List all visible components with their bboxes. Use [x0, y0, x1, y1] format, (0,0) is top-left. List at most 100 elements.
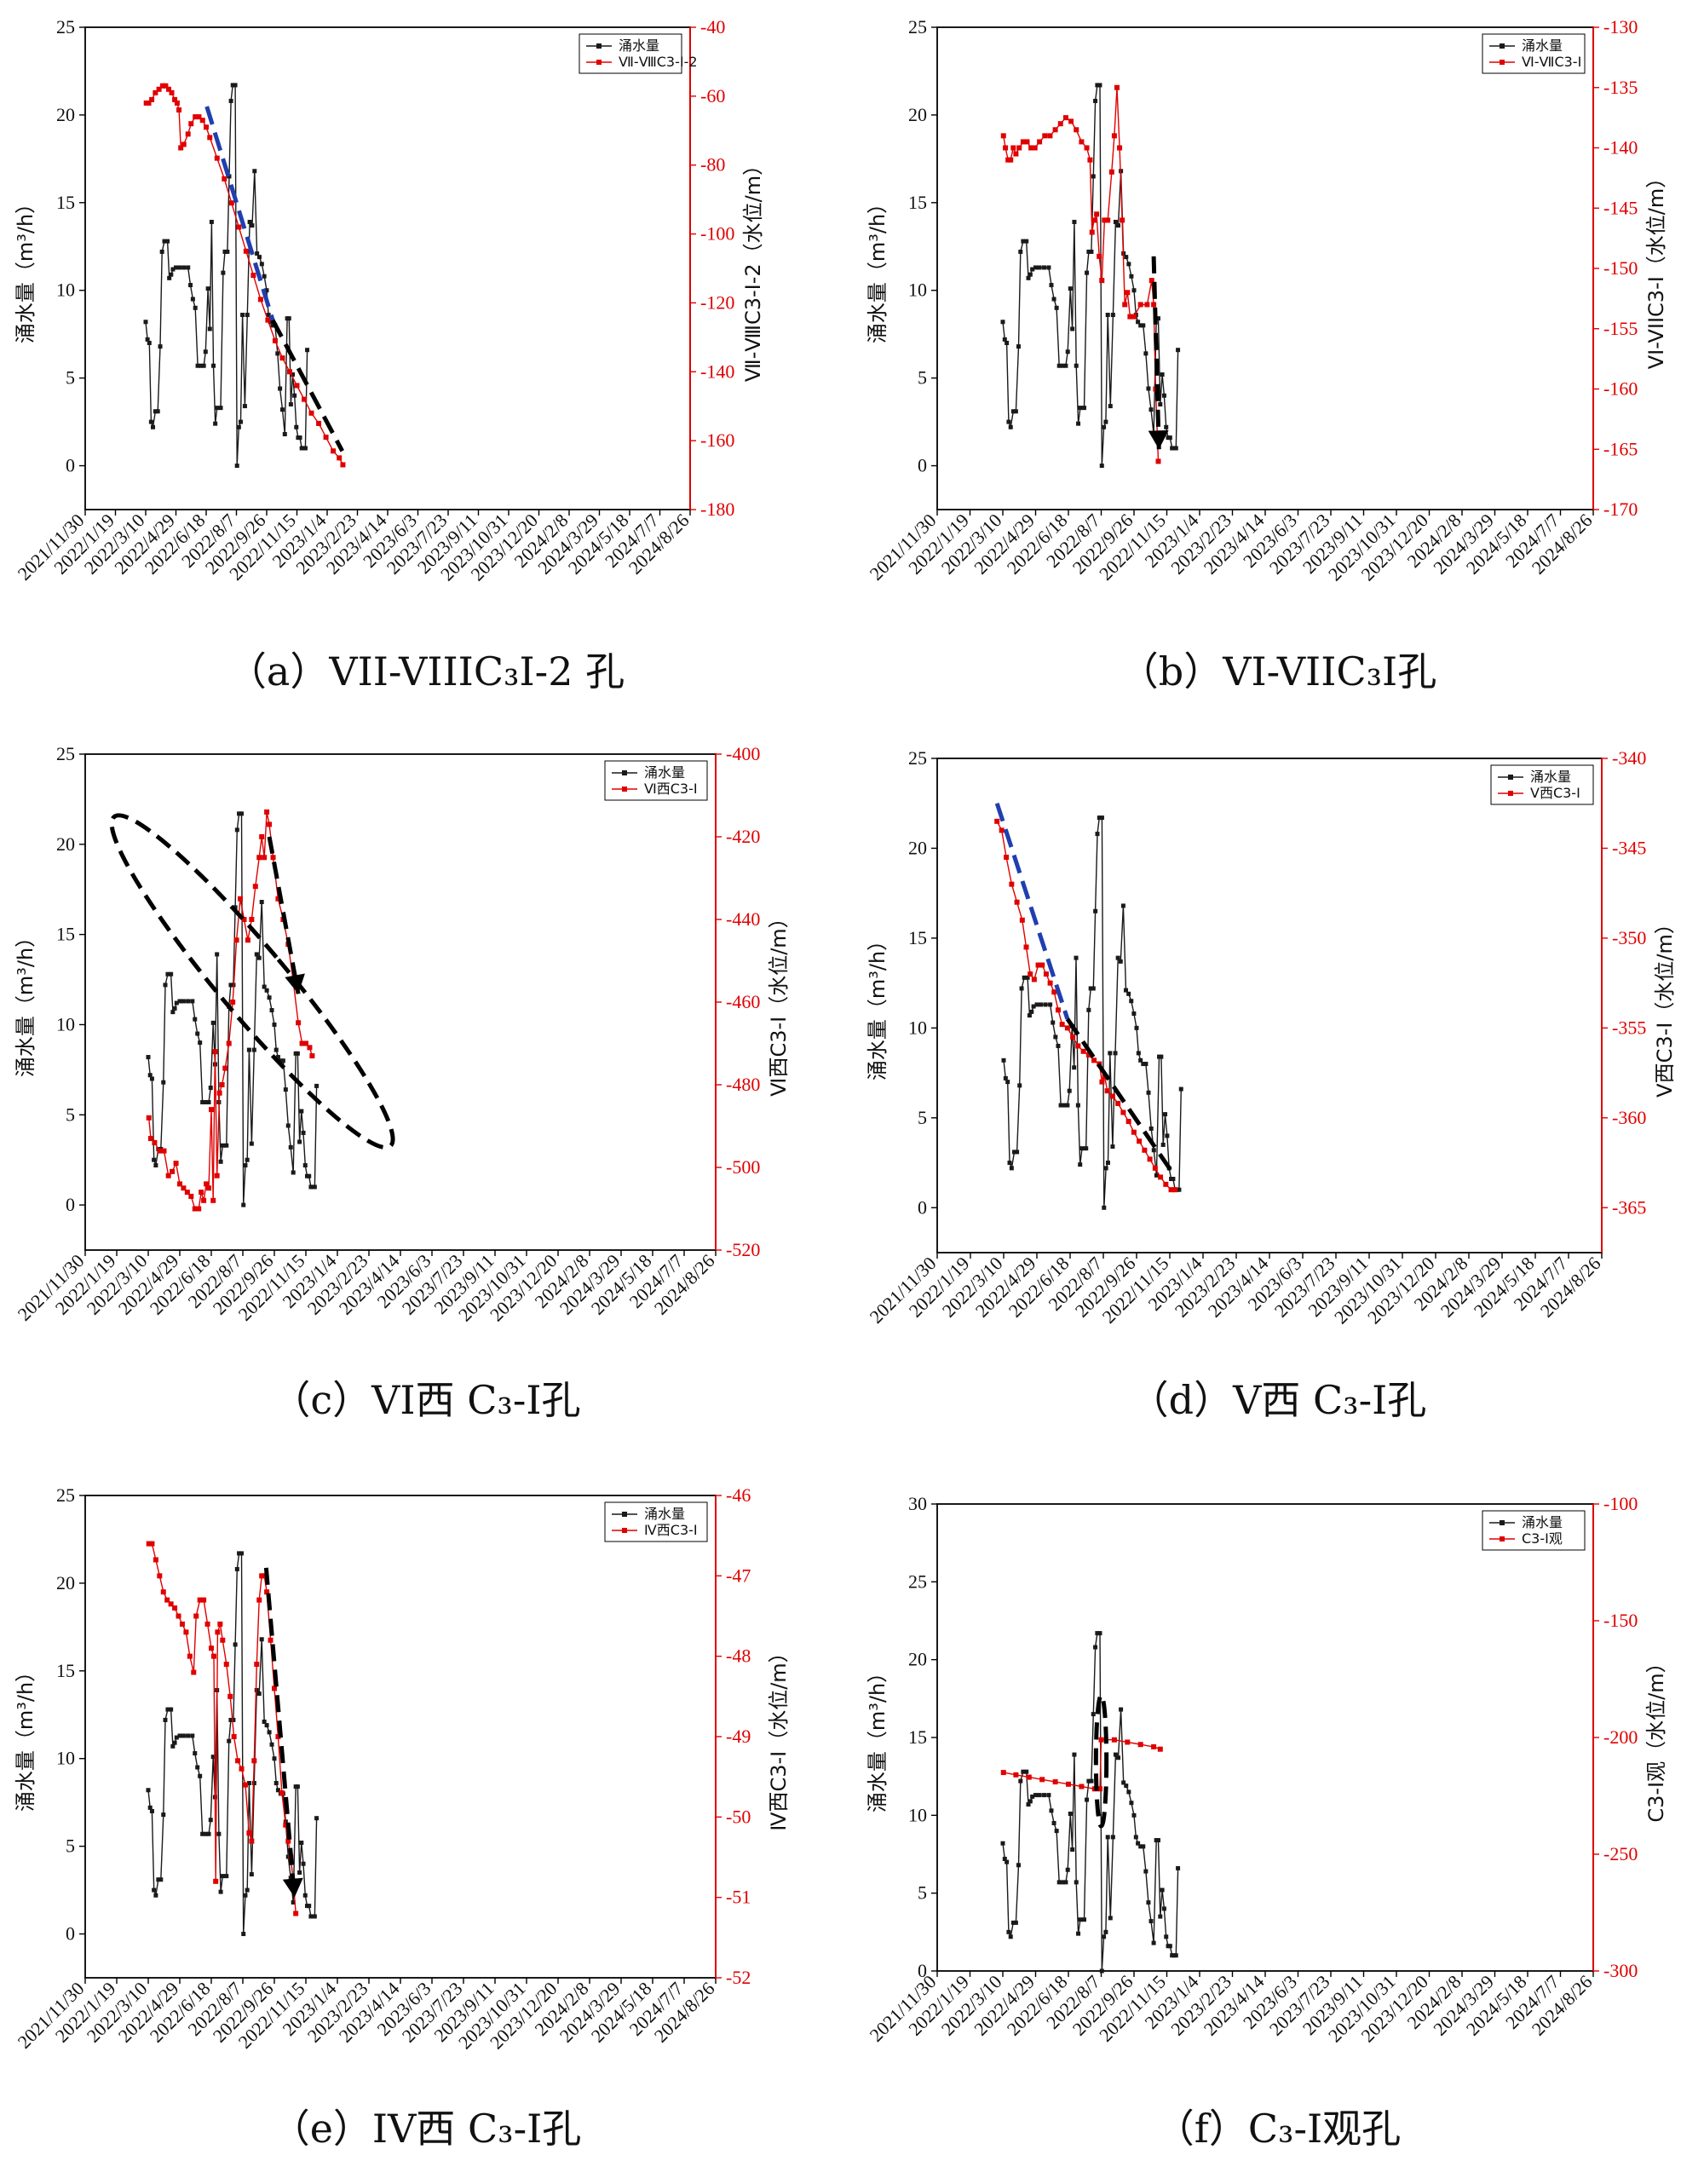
inflow-point [1115, 955, 1120, 960]
inflow-point [1110, 313, 1115, 318]
level-point [1111, 1737, 1117, 1743]
inflow-point [1060, 363, 1065, 368]
level-point [179, 1621, 185, 1627]
inflow-point [1113, 1752, 1118, 1757]
inflow-point [286, 316, 291, 321]
inflow-point [1010, 409, 1016, 414]
level-point [249, 917, 255, 922]
y-right-tick-label: -120 [700, 291, 734, 313]
chart-f: 2021/11/302022/1/192022/3/102022/4/29202… [866, 1493, 1668, 2046]
level-point [204, 124, 209, 130]
legend-box [579, 33, 682, 74]
inflow-point [246, 1781, 251, 1786]
y-left-axis-label: 涌水量（m³/h） [14, 1662, 37, 1812]
y-left-tick-label: 15 [908, 1726, 927, 1748]
inflow-point [1126, 262, 1131, 267]
inflow-point [174, 265, 178, 270]
level-point [1008, 157, 1014, 163]
inflow-point [307, 1173, 312, 1178]
level-point [1099, 1079, 1105, 1085]
level-point [1064, 1025, 1070, 1031]
trend-arrow-head [282, 1877, 303, 1898]
inflow-point [225, 249, 230, 254]
caption-c: （c）VI西 C₃-I孔 [271, 1377, 581, 1423]
level-point [1028, 145, 1034, 151]
y-right-tick-label: -140 [1603, 137, 1638, 158]
inflow-point [153, 1163, 158, 1168]
inflow-point [203, 1099, 208, 1104]
inflow-point [234, 464, 239, 469]
level-point [1099, 278, 1105, 284]
inflow-point [234, 1566, 239, 1571]
inflow-point [195, 1031, 200, 1036]
level-point [157, 1148, 163, 1154]
level-point [1098, 1737, 1104, 1743]
y-right-tick-label: -420 [726, 826, 760, 847]
inflow-point [147, 1805, 153, 1810]
legend-inflow-marker [1508, 775, 1513, 780]
level-point [1152, 1165, 1158, 1171]
inflow-point [1102, 1934, 1107, 1939]
inflow-point [1120, 903, 1125, 908]
inflow-point [1124, 1784, 1129, 1789]
inflow-point [158, 344, 163, 349]
level-point [1000, 133, 1006, 139]
inflow-point [203, 349, 208, 354]
inflow-point [1030, 1794, 1035, 1799]
y-left-tick-label: 20 [908, 104, 927, 125]
level-point [1039, 1777, 1045, 1783]
level-point [1000, 1770, 1006, 1776]
level-point [264, 809, 270, 815]
inflow-point [1138, 323, 1143, 328]
trend-arrow-head [1148, 429, 1169, 450]
level-point [149, 96, 155, 102]
y-right-tick-label: -130 [1603, 16, 1638, 37]
chart-c: 2021/11/302022/1/192022/3/102022/4/29202… [14, 743, 791, 1325]
inflow-point [1081, 1917, 1086, 1922]
inflow-point [1085, 1797, 1090, 1802]
inflow-point [165, 971, 170, 977]
y-right-tick-label: -355 [1612, 1017, 1646, 1038]
inflow-point [1148, 1919, 1154, 1924]
y-right-axis-label: Ⅵ西C3-Ⅰ（水位/m） [767, 908, 791, 1096]
level-point [1087, 157, 1093, 163]
level-point [1091, 1057, 1097, 1063]
level-point [1037, 139, 1043, 145]
inflow-point [1131, 288, 1137, 293]
inflow-point [259, 262, 264, 267]
y-left-tick-label: 30 [908, 1493, 927, 1514]
inflow-point [1013, 1920, 1018, 1925]
level-point [235, 1758, 241, 1764]
level-point [1137, 302, 1143, 308]
inflow-point [1065, 1103, 1070, 1108]
y-right-tick-label: -135 [1603, 77, 1638, 98]
level-point [185, 131, 191, 137]
inflow-point [1143, 351, 1148, 356]
inflow-point [262, 274, 267, 279]
y-left-tick-label: 20 [908, 837, 927, 858]
level-point [1013, 1772, 1019, 1778]
level-point [210, 1653, 216, 1659]
level-point [201, 1197, 207, 1203]
legend-box [1482, 33, 1586, 74]
highlight-ellipse [1093, 1693, 1109, 1829]
inflow-point [1167, 1944, 1172, 1949]
y-right-tick-label: -48 [726, 1645, 751, 1667]
inflow-point [297, 1139, 302, 1144]
level-point [1043, 971, 1049, 977]
inflow-point [1138, 1057, 1143, 1063]
inflow-point [237, 1551, 242, 1556]
inflow-point [1086, 249, 1091, 254]
inflow-point [233, 905, 238, 910]
level-point [1151, 302, 1157, 308]
y-left-tick-label: 20 [56, 1572, 75, 1593]
inflow-point [193, 1751, 198, 1756]
trend-arrow [267, 836, 301, 994]
level-point [245, 937, 250, 943]
inflow-point [1018, 1778, 1023, 1784]
inflow-point [1049, 1808, 1054, 1813]
y-left-tick-label: 20 [56, 104, 75, 125]
level-point [286, 369, 292, 375]
level-point [241, 917, 247, 922]
inflow-point [245, 1157, 250, 1162]
